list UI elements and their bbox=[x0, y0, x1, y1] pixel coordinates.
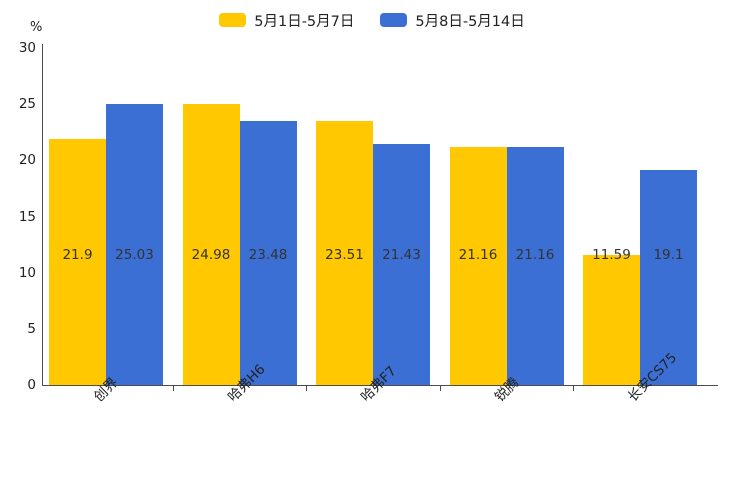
y-axis-tick-label: 15 bbox=[18, 208, 36, 225]
bar[interactable]: 21.9 bbox=[49, 138, 106, 385]
bar[interactable]: 23.51 bbox=[316, 120, 373, 385]
bar-value-label: 11.59 bbox=[592, 246, 631, 263]
x-axis-tick-mark bbox=[573, 386, 575, 391]
y-axis-ticks: 0 5 10 15 20 25 30 bbox=[0, 0, 36, 496]
legend-label: 5月8日-5月14日 bbox=[415, 13, 525, 30]
y-axis-unit-label: % bbox=[30, 20, 43, 35]
chart-legend: 5月1日-5月7日 5月8日-5月14日 bbox=[0, 8, 744, 32]
legend-item-series-2[interactable]: 5月8日-5月14日 bbox=[380, 10, 525, 31]
bar-value-label: 23.51 bbox=[325, 246, 364, 263]
bar-value-label: 21.43 bbox=[382, 246, 421, 263]
bar[interactable]: 19.1 bbox=[640, 170, 697, 385]
bar-value-label: 24.98 bbox=[191, 246, 231, 263]
bar-value-label: 19.1 bbox=[653, 246, 684, 263]
bar[interactable]: 21.16 bbox=[506, 147, 564, 385]
bar[interactable]: 21.16 bbox=[449, 147, 507, 385]
bar[interactable]: 25.03 bbox=[106, 103, 163, 385]
bar[interactable]: 24.98 bbox=[182, 104, 240, 385]
y-axis-line bbox=[42, 44, 43, 386]
bar-value-label: 23.48 bbox=[248, 246, 288, 263]
legend-item-series-1[interactable]: 5月1日-5月7日 bbox=[219, 10, 354, 31]
bar[interactable]: 11.59 bbox=[583, 247, 640, 385]
x-axis-line bbox=[42, 385, 718, 386]
y-axis-tick-label: 0 bbox=[27, 377, 36, 393]
y-axis-tick-label: 25 bbox=[18, 96, 36, 113]
bar-value-label: 25.03 bbox=[115, 246, 154, 263]
bar[interactable]: 23.48 bbox=[239, 121, 297, 385]
x-axis-tick-mark bbox=[306, 386, 308, 391]
y-axis-tick-label: 20 bbox=[18, 152, 36, 169]
legend-label: 5月1日-5月7日 bbox=[254, 13, 355, 30]
x-axis-tick-mark bbox=[172, 386, 174, 391]
legend-swatch-icon bbox=[219, 13, 247, 27]
legend-swatch-icon bbox=[380, 13, 408, 27]
bar[interactable]: 21.43 bbox=[373, 144, 430, 385]
bar-value-label: 21.9 bbox=[62, 246, 93, 263]
y-axis-tick-label: 5 bbox=[27, 320, 36, 337]
y-axis-tick-label: 10 bbox=[18, 264, 36, 281]
bar-value-label: 21.16 bbox=[458, 246, 498, 263]
y-axis-tick-label: 30 bbox=[18, 40, 36, 56]
x-axis-tick-mark bbox=[439, 386, 441, 391]
bar-value-label: 21.16 bbox=[515, 246, 555, 263]
